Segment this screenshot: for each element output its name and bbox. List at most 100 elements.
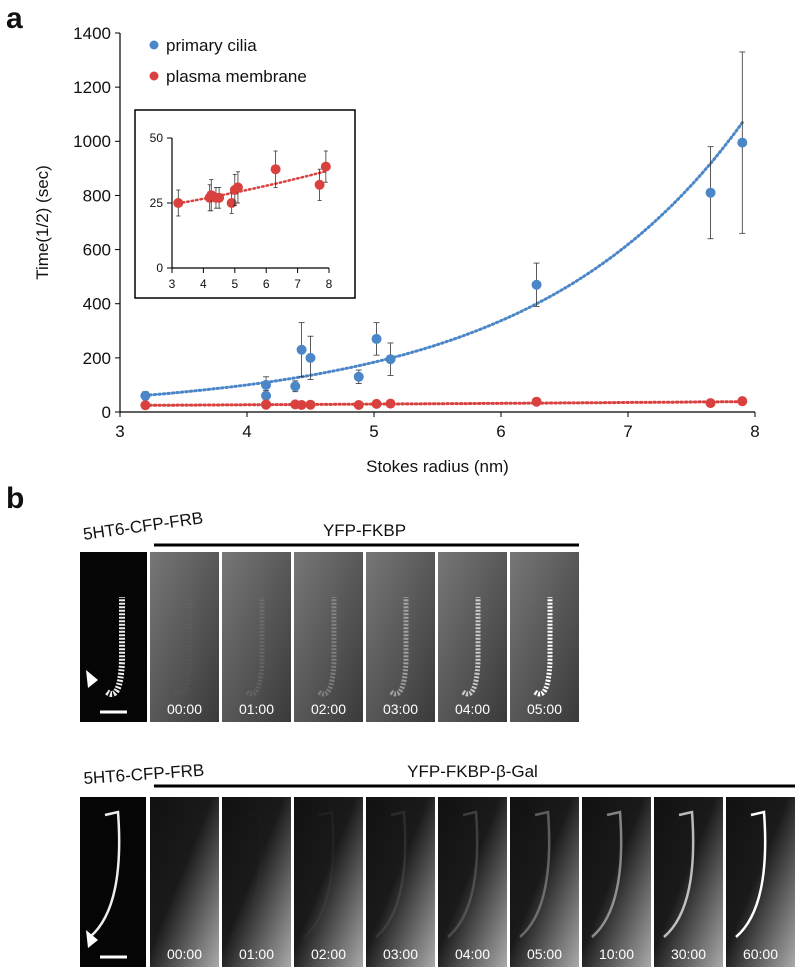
time-frame [438,797,507,967]
point [705,398,716,409]
time-label: 04:00 [455,701,490,717]
trend-line [143,400,744,407]
y-tick-label: 0 [102,403,111,422]
point [296,344,307,355]
x-axis-title: Stokes radius (nm) [366,457,509,476]
time-label: 60:00 [743,946,778,962]
arrowhead [86,930,98,948]
cilium [519,810,551,938]
point [140,390,151,401]
point [353,371,364,382]
y-tick-label: 0 [156,261,163,275]
y-tick-label: 400 [83,295,111,314]
reference-label: 5HT6-CFP-FRB [83,761,205,788]
point [353,399,364,410]
panel-label: a [6,2,23,35]
point [320,161,331,172]
legend-label: primary cilia [166,36,257,55]
reference-label: 5HT6-CFP-FRB [82,508,204,544]
point [261,399,272,410]
point [737,137,748,148]
point [531,279,542,290]
cilium [245,597,265,697]
time-label: 01:00 [239,701,274,717]
point [371,333,382,344]
x-tick-label: 8 [326,277,333,291]
point [305,399,316,410]
time-label: 05:00 [527,701,562,717]
time-label: 10:00 [599,946,634,962]
time-frame [294,552,363,722]
point [290,381,301,392]
x-tick-label: 3 [169,277,176,291]
point [173,198,184,208]
cilium [317,597,337,697]
cilium [389,597,409,697]
time-label: 01:00 [239,946,274,962]
x-tick-label: 7 [623,422,632,441]
time-label: 30:00 [671,946,706,962]
x-tick-label: 6 [263,277,270,291]
x-tick-label: 5 [231,277,238,291]
construct-label: YFP-FKBP-β-Gal [407,762,538,781]
legend-label: plasma membrane [166,67,307,86]
point [371,398,382,409]
point [214,192,225,203]
y-tick-label: 1000 [73,132,111,151]
panel-label: b [6,482,24,515]
cilium [447,810,479,938]
point [531,396,542,407]
cilium [533,597,553,697]
cilium [105,597,125,697]
time-label: 00:00 [167,946,202,962]
time-label: 02:00 [311,946,346,962]
time-frame [222,797,291,967]
point [385,354,396,365]
cilium [303,810,335,938]
arrowhead [86,670,98,688]
point [296,399,307,410]
legend-marker [149,40,159,50]
time-frame [366,552,435,722]
point [232,182,243,193]
time-label: 03:00 [383,701,418,717]
time-frame [150,552,219,722]
time-frame [582,797,651,967]
time-label: 04:00 [455,946,490,962]
time-label: 00:00 [167,701,202,717]
point [261,390,272,401]
cilium [735,810,767,938]
point [270,164,281,175]
point [737,396,748,407]
time-frame [438,552,507,722]
time-frame [366,797,435,967]
y-tick-label: 25 [150,196,164,210]
time-label: 05:00 [527,946,562,962]
point [314,179,325,190]
x-tick-label: 6 [496,422,505,441]
y-tick-label: 200 [83,349,111,368]
y-tick-label: 50 [150,131,164,145]
y-tick-label: 600 [83,241,111,260]
point [705,187,716,198]
time-frame [510,552,579,722]
time-label: 02:00 [311,701,346,717]
time-frame [510,797,579,967]
legend-marker [149,71,159,81]
cilium [375,810,407,938]
cilium [591,810,623,938]
point [305,352,316,363]
trend-line [143,121,744,397]
x-tick-label: 3 [115,422,124,441]
cilium [89,810,121,938]
trend-line [177,169,328,205]
point [261,379,272,390]
cilium [461,597,481,697]
time-frame [222,552,291,722]
time-frame [726,797,795,967]
x-tick-label: 7 [294,277,301,291]
x-tick-label: 8 [750,422,759,441]
time-frame [150,797,219,967]
x-tick-label: 4 [242,422,251,441]
